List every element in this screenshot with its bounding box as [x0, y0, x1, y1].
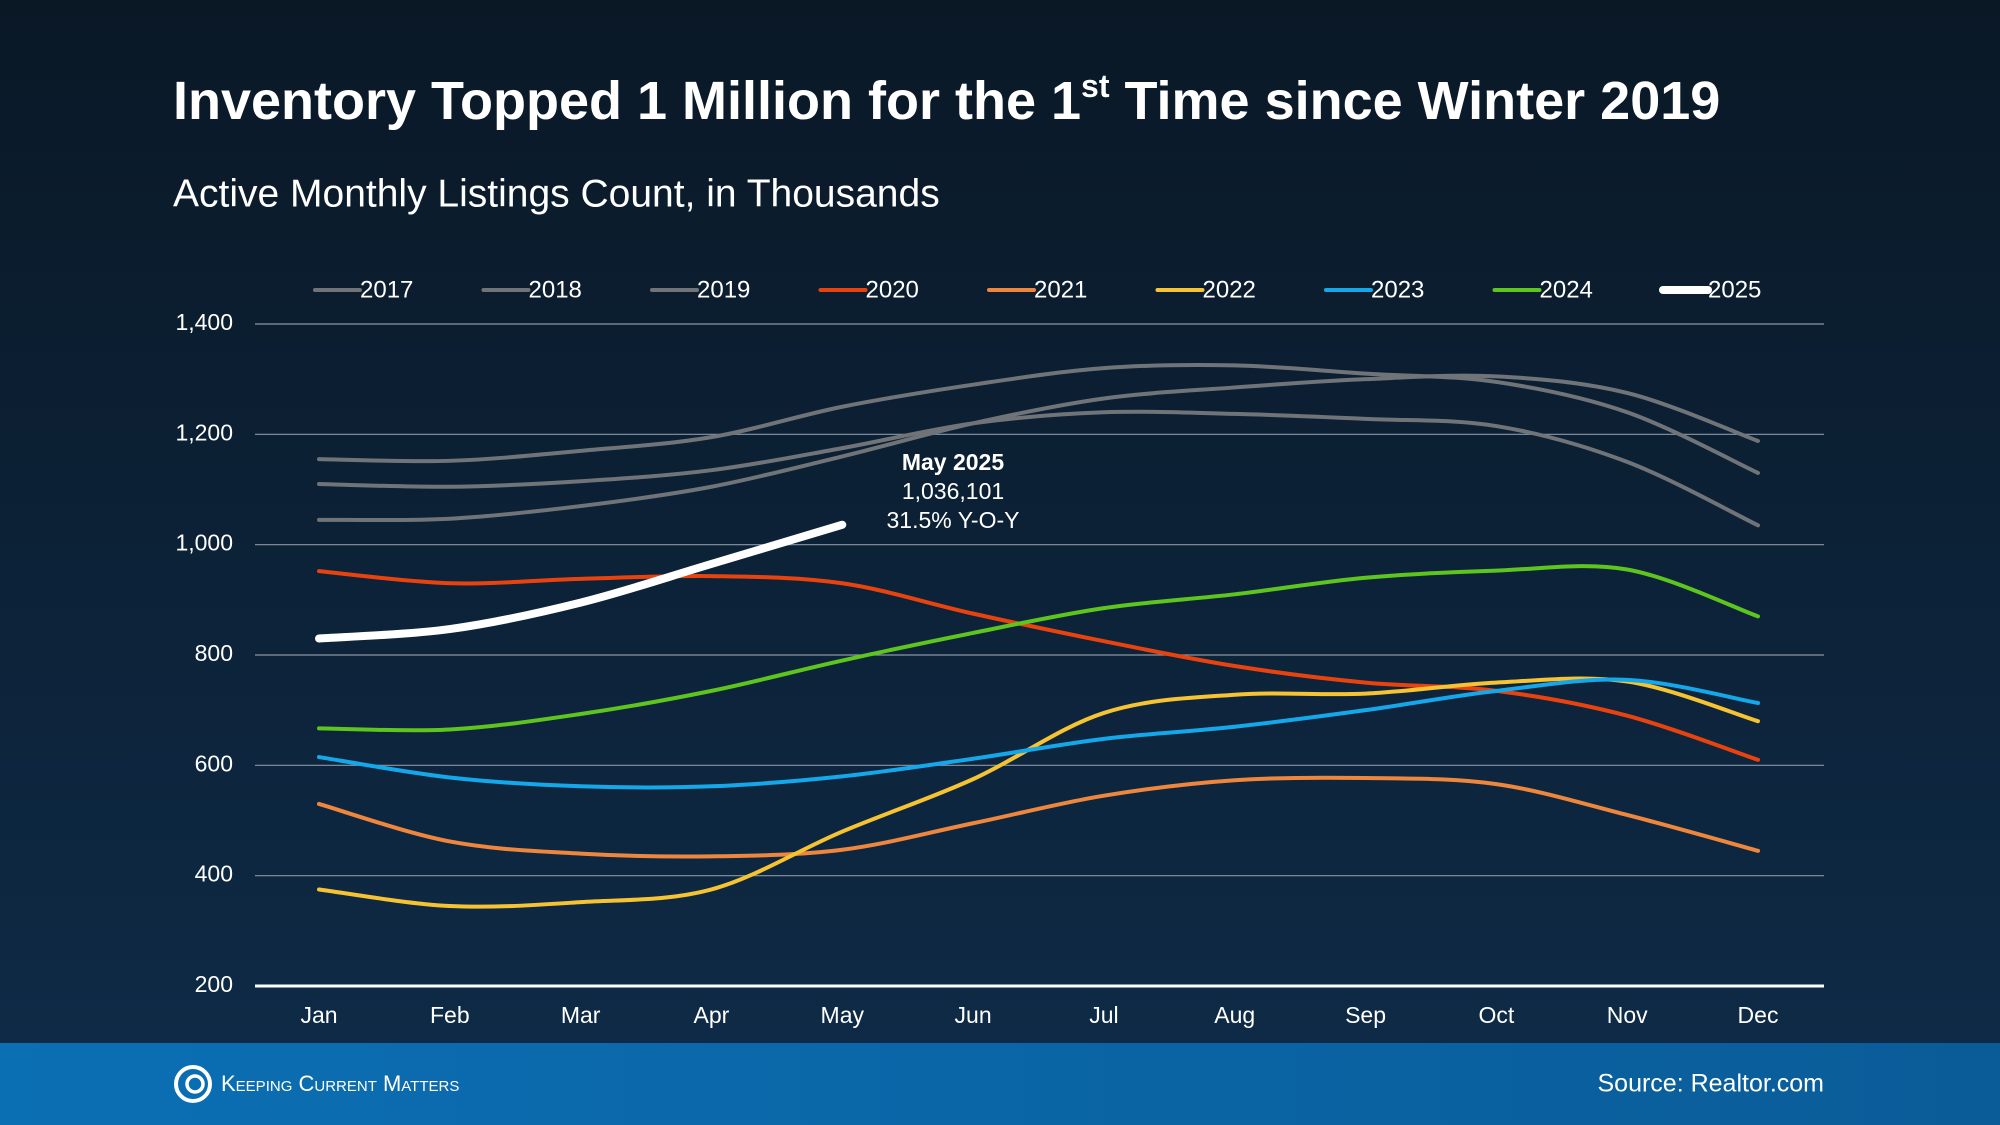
legend-label: 2017 — [360, 276, 413, 303]
series-line — [317, 677, 1760, 790]
source: Source: Realtor.com — [1598, 1070, 1825, 1098]
logo — [174, 1065, 212, 1103]
legend-label: 2025 — [1708, 276, 1761, 303]
x-tick-label: Apr — [694, 1002, 730, 1028]
series-line — [317, 362, 1760, 475]
annotation-title: May 2025 — [902, 449, 1005, 475]
footer — [0, 1043, 2000, 1125]
y-tick-label: 1,000 — [175, 530, 233, 556]
x-tick-label: Jan — [300, 1002, 337, 1028]
legend-label: 2023 — [1371, 276, 1424, 303]
y-tick-label: 600 — [195, 750, 233, 776]
y-tick-label: 1,200 — [175, 419, 233, 445]
title-superscript: st — [1081, 68, 1110, 104]
title-part: Time since Winter 2019 — [1110, 71, 1721, 131]
series-line — [317, 409, 1760, 528]
chart-subtitle: Active Monthly Listings Count, in Thousa… — [173, 172, 940, 215]
brand: Keeping Current Matters — [221, 1071, 459, 1096]
legend-label: 2019 — [697, 276, 750, 303]
x-tick-label: Feb — [430, 1002, 470, 1028]
series-line — [317, 676, 1760, 909]
legend-label: 2022 — [1203, 276, 1256, 303]
title-part: Inventory Topped 1 Million for the 1 — [173, 71, 1081, 131]
x-tick-label: May — [821, 1002, 865, 1028]
chart-title: Inventory Topped 1 Million for the 1st T… — [173, 68, 1720, 131]
series-line — [317, 569, 1760, 762]
legend-label: 2020 — [866, 276, 919, 303]
legend-label: 2018 — [529, 276, 582, 303]
annotation-change: 31.5% Y-O-Y — [887, 507, 1020, 533]
annotation-value: 1,036,101 — [902, 478, 1004, 504]
series-line — [315, 520, 847, 643]
series-line — [317, 373, 1760, 523]
x-tick-label: Jun — [955, 1002, 992, 1028]
y-tick-label: 400 — [195, 861, 233, 887]
x-tick-label: Mar — [561, 1002, 601, 1028]
y-tick-label: 200 — [195, 971, 233, 997]
x-tick-label: Aug — [1214, 1002, 1255, 1028]
x-tick-label: Nov — [1607, 1002, 1648, 1028]
legend-label: 2024 — [1540, 276, 1593, 303]
x-tick-label: Sep — [1345, 1002, 1386, 1028]
x-tick-label: Dec — [1738, 1002, 1779, 1028]
series-line — [317, 775, 1760, 859]
y-tick-label: 800 — [195, 640, 233, 666]
legend-label: 2021 — [1034, 276, 1087, 303]
x-tick-label: Jul — [1089, 1002, 1118, 1028]
x-tick-label: Oct — [1478, 1002, 1514, 1028]
y-tick-label: 1,400 — [175, 309, 233, 335]
series-line — [317, 564, 1760, 733]
